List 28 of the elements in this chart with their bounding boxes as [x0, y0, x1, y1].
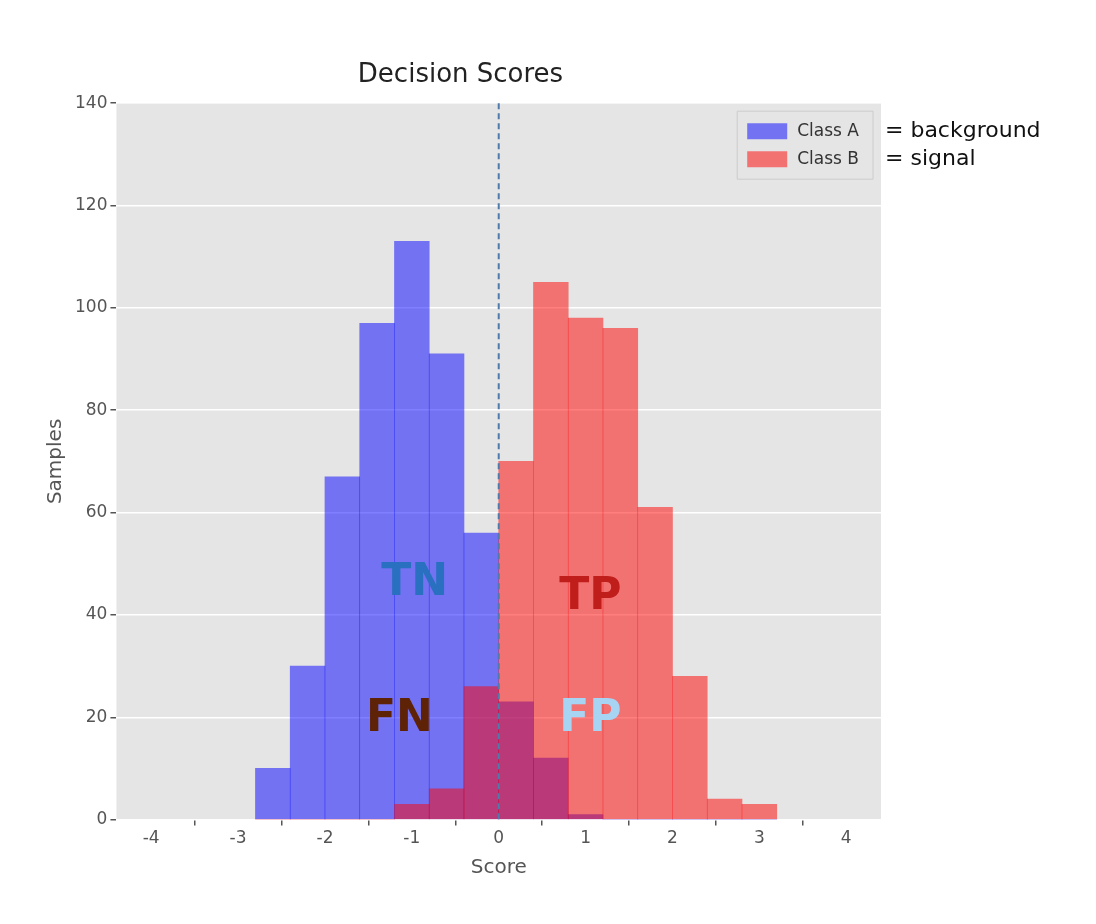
y-tick-label: 60: [85, 500, 108, 521]
legend-label: Class B: [797, 147, 860, 168]
text: = signal: [885, 144, 976, 170]
y-tick-label: 20: [85, 705, 108, 726]
x-tick-label: 2: [667, 827, 678, 848]
x-tick-label: 3: [753, 827, 765, 848]
y-tick-label: 40: [85, 603, 108, 624]
annotation: FN: [365, 689, 433, 741]
x-tick-label: -2: [316, 827, 334, 848]
x-tick-label: 4: [840, 827, 852, 848]
x-tick-label: 0: [493, 827, 505, 848]
y-tick-label: 0: [96, 808, 108, 829]
x-tick-label: -1: [403, 827, 421, 848]
annotation: TP: [559, 567, 622, 619]
legend-label: Class A: [797, 119, 860, 140]
chart-title: Decision Scores: [357, 58, 564, 89]
annotation: TN: [381, 553, 449, 605]
annotation: FP: [559, 689, 622, 741]
x-tick-label: 1: [580, 827, 592, 848]
x-axis-title: Score: [470, 854, 527, 879]
y-tick-label: 140: [74, 91, 108, 112]
y-tick-label: 80: [85, 398, 108, 419]
x-tick-label: -3: [229, 827, 247, 848]
y-tick-label: 120: [74, 193, 108, 214]
x-tick-label: -4: [142, 827, 160, 848]
y-tick-label: 100: [74, 296, 108, 317]
text: = background: [885, 116, 1041, 142]
y-axis-title: Samples: [42, 418, 67, 505]
